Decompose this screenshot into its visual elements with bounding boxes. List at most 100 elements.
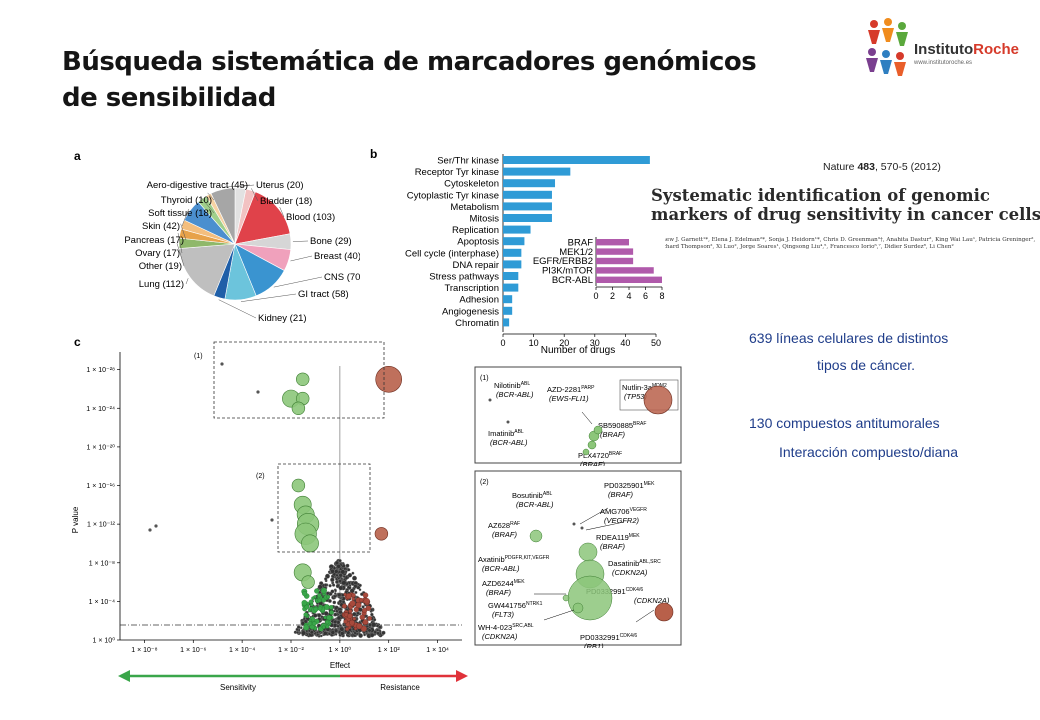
pie-leader-breast bbox=[290, 255, 313, 262]
volcano-background-point bbox=[309, 630, 314, 635]
pie-label-breast: Breast (40) bbox=[314, 251, 360, 262]
pie-leader-uterus bbox=[240, 184, 255, 187]
volcano-sensitivity-point bbox=[314, 588, 320, 594]
pie-label-other: Other (19) bbox=[139, 261, 182, 272]
bar-chromatin bbox=[503, 318, 510, 327]
drug-name-pd0325901-mek: PD0325901MEK bbox=[604, 481, 655, 490]
pie-slice-blood bbox=[234, 191, 291, 245]
volcano-background-point bbox=[333, 619, 338, 624]
inset-2-point-resistance bbox=[654, 602, 674, 622]
zoom-box-1-label: (1) bbox=[194, 353, 203, 360]
pie-leader-soft-tissue bbox=[200, 196, 215, 214]
bar-apoptosis bbox=[503, 237, 525, 246]
inset-2-point-other bbox=[580, 526, 584, 530]
volcano-resistance-point bbox=[349, 619, 355, 626]
volcano-sensitivity-point bbox=[322, 625, 326, 630]
slide-title-line-2: de sensibilidad bbox=[62, 83, 276, 113]
pie-leader-pancreas bbox=[180, 223, 187, 241]
drug-marker-nilotinib-abl: (BCR-ABL) bbox=[496, 390, 534, 399]
pie-label-soft-tissue: Soft tissue (18) bbox=[148, 208, 212, 219]
bar-label-metabolism: Metabolism bbox=[450, 202, 499, 213]
volcano-y-tick-label: 1 × 10⁰ bbox=[93, 637, 116, 645]
volcano-background-point bbox=[330, 589, 335, 594]
volcano-background-point bbox=[332, 600, 337, 605]
drug-marker-wh-4-023-src-abl: (CDKN2A) bbox=[482, 632, 518, 641]
drug-target: VEGFR bbox=[630, 507, 648, 513]
drug-compound: Axatinib bbox=[478, 555, 505, 564]
citation-pages: , 570-5 (2012) bbox=[874, 161, 941, 173]
bar-x-tick-label: 0 bbox=[500, 338, 505, 348]
instituto-roche-logo: InstitutoRoche www.institutoroche.es bbox=[866, 18, 1019, 76]
drug-target: PDGFR,KIT,VEGFR bbox=[505, 555, 550, 561]
pie-label-pancreas: Pancreas (17) bbox=[124, 235, 184, 246]
volcano-background-point bbox=[378, 625, 382, 629]
panel-c-volcano-plot: c P value 1 × 10⁻²⁸1 × 10⁻²⁴1 × 10⁻²⁰1 ×… bbox=[71, 335, 468, 692]
volcano-point-cloud bbox=[148, 362, 386, 639]
pie-leader-lung bbox=[185, 278, 189, 285]
zoom-box-1 bbox=[213, 341, 385, 419]
volcano-background-point bbox=[354, 590, 358, 595]
volcano-background-point bbox=[376, 628, 380, 632]
volcano-background-point bbox=[323, 631, 328, 636]
volcano-sensitivity-point bbox=[301, 599, 308, 606]
drug-target: ABL bbox=[514, 429, 524, 435]
pie-slices bbox=[178, 187, 292, 301]
drug-name-amg706-vegfr: AMG706VEGFR bbox=[600, 507, 647, 516]
drug-target: PARP bbox=[581, 385, 595, 391]
volcano-background-point bbox=[330, 577, 335, 582]
bar-label-chromatin: Chromatin bbox=[455, 318, 499, 329]
volcano-sensitivity-point bbox=[313, 606, 319, 612]
pie-label-kidney: Kidney (21) bbox=[258, 313, 307, 324]
drug-compound: AZD6244 bbox=[482, 579, 514, 588]
bar-cell-cycle-interphase- bbox=[503, 248, 522, 257]
volcano-background-point bbox=[339, 626, 345, 632]
bar-label-cytoplastic-tyr-kinase: Cytoplastic Tyr kinase bbox=[407, 190, 499, 201]
bar-x-tick-label: 30 bbox=[590, 338, 600, 348]
bar-label-cytoskeleton: Cytoskeleton bbox=[444, 179, 499, 190]
slide-title-line-1: Búsqueda sistemática de marcadores genóm… bbox=[62, 47, 757, 77]
volcano-resistance-point bbox=[349, 600, 356, 607]
volcano-background-point bbox=[347, 572, 353, 578]
panel-c-ylabel: P value bbox=[71, 506, 80, 533]
drug-name-axatinib-pdgfr-kit-vegfr: AxatinibPDGFR,KIT,VEGFR bbox=[478, 555, 550, 564]
volcano-background-point bbox=[323, 583, 328, 587]
volcano-resistance-point bbox=[345, 593, 352, 600]
volcano-background-point bbox=[317, 584, 323, 590]
bar-x-tick-label: 40 bbox=[620, 338, 630, 348]
drug-compound: SB590885 bbox=[598, 421, 633, 430]
volcano-outlier-point bbox=[154, 524, 158, 528]
volcano-background-point bbox=[328, 584, 332, 588]
inset-2-pointer bbox=[579, 507, 609, 525]
volcano-background-point bbox=[364, 614, 368, 618]
volcano-resistance-point bbox=[359, 597, 364, 603]
bar-receptor-tyr-kinase bbox=[503, 167, 571, 176]
bar-transcription bbox=[503, 283, 519, 292]
drug-marker-pd0332991-cdk4-6: (CDKN2A) bbox=[634, 596, 670, 605]
volcano-x-tick-label: 1 × 10⁰ bbox=[329, 646, 352, 654]
inset-2-pointer bbox=[543, 609, 575, 621]
drug-marker-rdea119-mek: (BRAF) bbox=[600, 542, 626, 551]
inset-x-tick-label: 2 bbox=[610, 291, 615, 301]
volcano-y-tick-label: 1 × 10⁻⁴ bbox=[89, 599, 115, 606]
volcano-background-point bbox=[340, 631, 345, 636]
volcano-resistance-point bbox=[353, 626, 358, 631]
volcano-background-point bbox=[335, 609, 339, 613]
drug-marker-pd0325901-mek: (BRAF) bbox=[608, 490, 634, 499]
inset-1-point-sensitivity bbox=[587, 440, 597, 450]
inset-x-tick-label: 0 bbox=[593, 291, 598, 301]
drug-name-pd0332991-cdk4-6: PD0332991CDK4/6 bbox=[580, 633, 637, 642]
logo-figures-icon bbox=[866, 18, 908, 76]
drug-name-rdea119-mek: RDEA119MEK bbox=[596, 533, 640, 542]
resistance-arrowhead-icon bbox=[456, 670, 468, 682]
drug-marker-sb590885-braf: (BRAF) bbox=[600, 430, 626, 439]
bar-metabolism bbox=[503, 202, 552, 211]
volcano-x-tick-label: 1 × 10⁻⁶ bbox=[180, 647, 206, 654]
drug-marker-az628-raf: (BRAF) bbox=[492, 530, 518, 539]
pie-leader-bladder bbox=[251, 188, 259, 202]
inset-bar-braf bbox=[596, 239, 629, 246]
volcano-sensitivity-point bbox=[317, 593, 322, 598]
drug-name-gw441756-ntrk1: GW441756NTRK1 bbox=[488, 601, 543, 610]
inset-2-label: (2) bbox=[480, 479, 489, 486]
bar-label-stress-pathways: Stress pathways bbox=[429, 272, 499, 283]
